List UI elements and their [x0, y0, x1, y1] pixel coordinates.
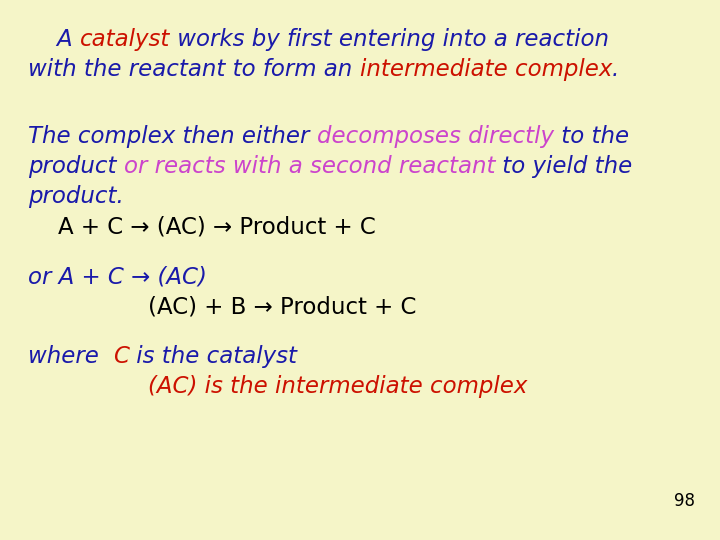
- Text: or reacts with a second reactant: or reacts with a second reactant: [124, 155, 495, 178]
- Text: or A + C → (AC): or A + C → (AC): [28, 265, 207, 288]
- Text: to the: to the: [554, 125, 629, 148]
- Text: with the reactant to form an: with the reactant to form an: [28, 58, 359, 81]
- Text: The complex then either: The complex then either: [28, 125, 317, 148]
- Text: works by first entering into a reaction: works by first entering into a reaction: [170, 28, 609, 51]
- Text: to yield the: to yield the: [495, 155, 632, 178]
- Text: where: where: [28, 345, 113, 368]
- Text: decomposes directly: decomposes directly: [317, 125, 554, 148]
- Text: (AC) + B → Product + C: (AC) + B → Product + C: [148, 295, 416, 318]
- Text: catalyst: catalyst: [80, 28, 170, 51]
- Text: A + C → (AC) → Product + C: A + C → (AC) → Product + C: [58, 215, 376, 238]
- Text: product.: product.: [28, 185, 124, 208]
- Text: .: .: [612, 58, 619, 81]
- Text: is the catalyst: is the catalyst: [130, 345, 297, 368]
- Text: 98: 98: [674, 492, 695, 510]
- Text: intermediate complex: intermediate complex: [359, 58, 612, 81]
- Text: C: C: [113, 345, 130, 368]
- Text: A: A: [28, 28, 80, 51]
- Text: (AC) is the intermediate complex: (AC) is the intermediate complex: [148, 375, 527, 398]
- Text: product: product: [28, 155, 124, 178]
